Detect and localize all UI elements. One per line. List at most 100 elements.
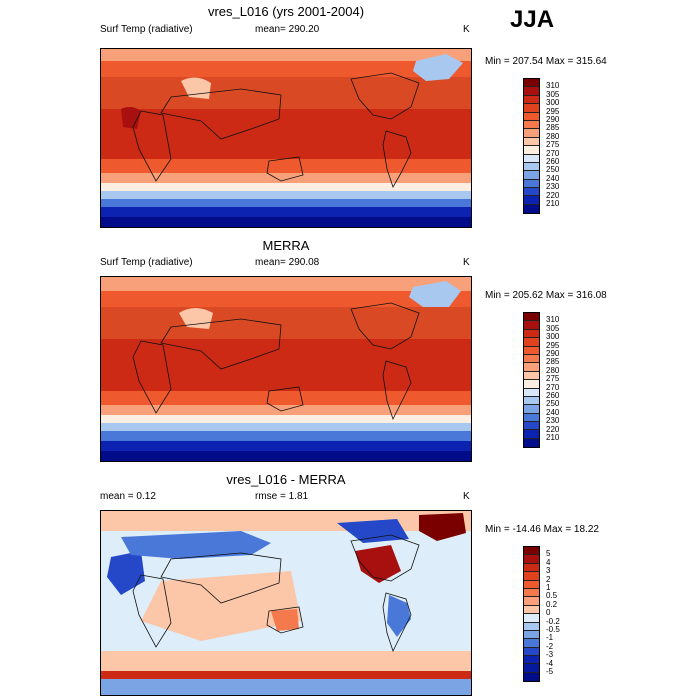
colorbar-label: 230 (546, 416, 560, 426)
colorbar-swatch (524, 547, 539, 556)
mean-label: mean= 290.20 (255, 24, 320, 35)
panel-title: vres_L016 (yrs 2001-2004) (207, 4, 365, 19)
colorbar-swatch (524, 129, 539, 138)
colorbar-swatch (524, 188, 539, 197)
panel-title: vres_L016 - MERRA (226, 472, 346, 487)
variable-label: Surf Temp (radiative) (100, 257, 193, 268)
colorbar-label: -1 (546, 633, 554, 643)
colorbar-label: 5 (546, 549, 551, 559)
colorbar-swatch (524, 313, 539, 322)
colorbar-label: -2 (546, 641, 554, 651)
colorbar-swatch (524, 154, 539, 163)
temperature-map (100, 276, 472, 462)
colorbar-label: 310 (546, 81, 560, 91)
colorbar-swatch (524, 346, 539, 355)
colorbar-swatch (524, 87, 539, 96)
colorbar-swatch (524, 580, 539, 589)
mean-label: mean = 0.12 (100, 491, 156, 502)
colorbar-label: -3 (546, 650, 554, 660)
colorbar-label: 280 (546, 365, 560, 375)
colorbar-label: 295 (546, 340, 560, 350)
colorbar-label: 260 (546, 157, 560, 166)
colorbar-swatch (524, 647, 539, 657)
colorbar-label: 305 (546, 323, 560, 333)
colorbar-swatches (523, 546, 540, 683)
colorbar-swatch (524, 329, 539, 339)
minmax-label: Min = -14.46 Max = 18.22 (485, 524, 599, 535)
colorbar-label: 290 (546, 349, 560, 358)
colorbar-label: 310 (546, 315, 560, 325)
colorbar-swatch (524, 112, 539, 121)
colorbar-swatch (524, 120, 539, 130)
colorbar: 5 4 3 2 1 0.5 0.2 0 -0.2 -0.5 -1 -2 -3 -4 -5 (523, 546, 560, 683)
panel-model: vres_L016 (yrs 2001-2004) Surf Temp (rad… (0, 0, 700, 235)
colorbar-swatch (524, 321, 539, 330)
colorbar-label: 300 (546, 98, 560, 108)
colorbar-swatch (524, 605, 539, 615)
colorbar-swatch (524, 430, 539, 439)
colorbar-label: 300 (546, 332, 560, 342)
colorbar-swatch (524, 664, 539, 673)
colorbar-label: 305 (546, 89, 560, 99)
colorbar-label: 280 (546, 131, 560, 141)
colorbar-swatch (524, 179, 539, 189)
colorbar-label: 240 (546, 173, 560, 183)
units-label: K (463, 491, 470, 502)
panel-title: MERRA (262, 238, 310, 253)
colorbar-swatch (524, 588, 539, 598)
panel-merra: MERRA Surf Temp (radiative) mean= 290.08… (0, 235, 700, 470)
colorbar-swatches (523, 312, 540, 449)
colorbar-swatch (524, 563, 539, 573)
colorbar-swatch (524, 630, 539, 640)
colorbar-swatch (524, 555, 539, 564)
colorbar-swatch (524, 639, 539, 648)
difference-map (100, 510, 472, 696)
colorbar-swatch (524, 104, 539, 113)
map-canvas (101, 511, 471, 695)
colorbar-swatch (524, 79, 539, 88)
colorbar-label: 275 (546, 374, 560, 384)
colorbar-swatch (524, 354, 539, 364)
colorbar-swatch (524, 413, 539, 423)
panel-difference: vres_L016 - MERRA mean = 0.12 rmse = 1.8… (0, 470, 700, 700)
colorbar-swatches (523, 78, 540, 215)
colorbar: 310 305 300 295 290 285 280 275 270 260 250 240 230 2… (523, 312, 559, 449)
colorbar-swatch (524, 338, 539, 347)
colorbar-label: -5 (546, 667, 554, 676)
colorbar-label: 4 (546, 557, 551, 567)
colorbar-swatch (524, 371, 539, 381)
colorbar-label: 295 (546, 106, 560, 116)
colorbar-swatch (524, 196, 539, 205)
colorbar-swatch (524, 405, 539, 414)
colorbar-label: 220 (546, 424, 560, 434)
colorbar-swatch (524, 614, 539, 623)
colorbar-label: 210 (546, 433, 560, 442)
colorbar-swatch (524, 422, 539, 431)
minmax-label: Min = 205.62 Max = 316.08 (485, 290, 607, 301)
colorbar-swatch (524, 438, 539, 448)
colorbar-label: 250 (546, 165, 560, 175)
colorbar-label: 275 (546, 140, 560, 150)
variable-label: Surf Temp (radiative) (100, 24, 193, 35)
colorbar: 310 305 300 295 290 285 280 275 270 260 250 240 230 2… (523, 78, 559, 215)
colorbar-label: 260 (546, 391, 560, 400)
colorbar-label: 3 (546, 566, 551, 576)
colorbar-label: -4 (546, 658, 554, 668)
rmse-label: rmse = 1.81 (255, 491, 309, 502)
colorbar-label: 285 (546, 123, 560, 133)
colorbar-label: 210 (546, 199, 560, 208)
colorbar-label: 220 (546, 190, 560, 200)
colorbar-swatch (524, 672, 539, 682)
colorbar-label: 290 (546, 115, 560, 124)
map-canvas (101, 277, 471, 461)
colorbar-swatch (524, 396, 539, 406)
map-canvas (101, 49, 471, 227)
colorbar-swatch (524, 622, 539, 631)
colorbar-swatch (524, 162, 539, 172)
minmax-label: Min = 207.54 Max = 315.64 (485, 56, 607, 67)
colorbar-swatch (524, 171, 539, 180)
colorbar-label: 285 (546, 357, 560, 367)
colorbar-label: 2 (546, 574, 551, 584)
colorbar-label: 0 (546, 608, 551, 618)
temperature-map (100, 48, 472, 228)
